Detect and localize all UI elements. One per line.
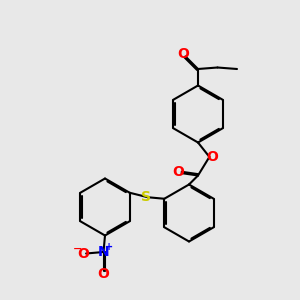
Text: O: O	[206, 150, 218, 164]
Text: +: +	[105, 242, 114, 252]
Text: O: O	[172, 165, 184, 178]
Text: S: S	[141, 190, 151, 204]
Text: N: N	[98, 245, 109, 259]
Text: O: O	[98, 267, 110, 280]
Text: O: O	[77, 247, 89, 260]
Text: O: O	[177, 47, 189, 61]
Text: −: −	[73, 244, 82, 254]
